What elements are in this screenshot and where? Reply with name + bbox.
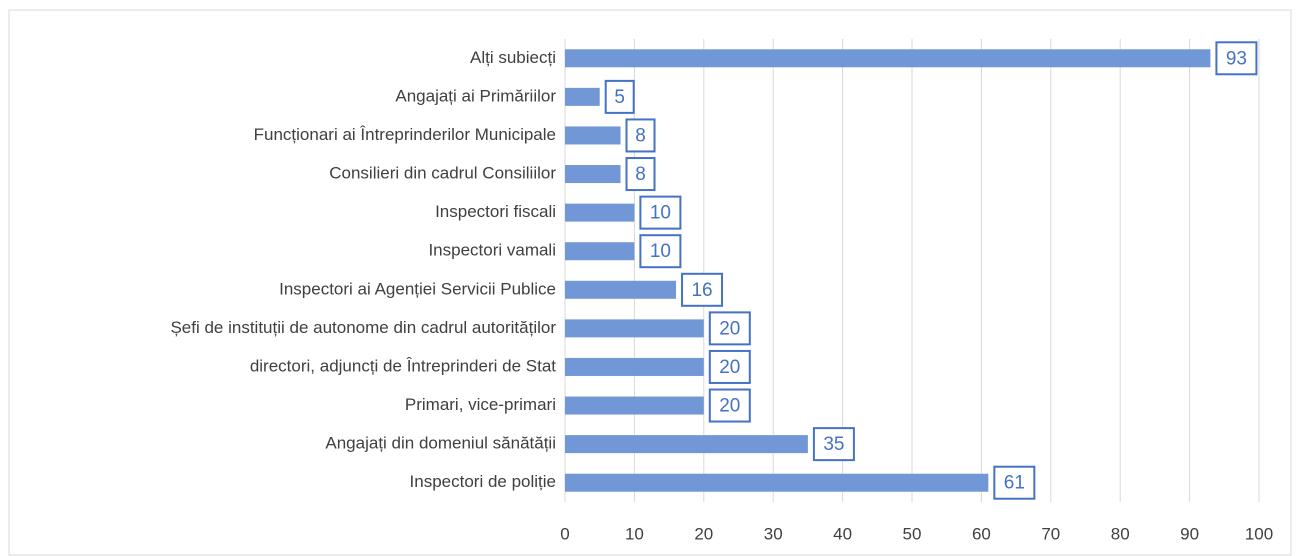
value-label: 10: [650, 241, 671, 262]
x-tick-label: 100: [1245, 524, 1273, 543]
y-tick-label: Alți subiecți: [470, 48, 556, 67]
bar: [565, 319, 704, 338]
value-label-box: [708, 388, 751, 423]
value-label-box: [681, 272, 724, 307]
value-label: 20: [719, 396, 740, 417]
y-tick-label: Angajați din domeniul sănătății: [325, 434, 556, 453]
value-label-box: [625, 118, 656, 153]
y-tick-label: Șefi de instituții de autonome din cadru…: [170, 318, 556, 337]
bar: [565, 87, 600, 106]
bar: [565, 435, 808, 454]
x-tick-label: 10: [625, 524, 644, 543]
y-tick-label: Primari, vice-primari: [405, 395, 556, 414]
y-tick-label: Inspectori ai Agenției Servicii Publice: [279, 279, 556, 298]
bar: [565, 242, 635, 261]
x-tick-label: 80: [1111, 524, 1130, 543]
value-label: 61: [1004, 473, 1025, 494]
y-tick-label: Angajați ai Primăriilor: [395, 86, 556, 105]
value-label-box: [625, 157, 656, 192]
value-label-box: [812, 427, 855, 462]
value-label-box: [639, 234, 682, 269]
value-label-box: [708, 311, 751, 346]
y-tick-label: Funcționari ai Întreprinderilor Municipa…: [254, 125, 556, 144]
bar: [565, 280, 677, 299]
value-label-box: [604, 79, 635, 114]
value-label: 10: [650, 203, 671, 224]
bar: [565, 126, 621, 145]
value-label-box: [1215, 41, 1258, 76]
value-label: 16: [691, 280, 712, 301]
value-label: 5: [614, 87, 625, 108]
value-label-box: [639, 195, 682, 230]
y-tick-label: Inspectori fiscali: [435, 202, 556, 221]
value-label: 35: [823, 434, 844, 455]
bar: [565, 473, 989, 492]
x-tick-label: 20: [694, 524, 713, 543]
x-tick-label: 0: [560, 524, 569, 543]
value-label: 93: [1226, 48, 1247, 69]
value-label: 20: [719, 318, 740, 339]
value-label-box: [708, 349, 751, 384]
bar: [565, 165, 621, 184]
y-tick-label: Inspectori vamali: [428, 241, 556, 260]
y-tick-label: Inspectori de poliție: [410, 472, 556, 491]
value-label-box: [993, 465, 1036, 500]
value-label: 20: [719, 357, 740, 378]
x-tick-label: 50: [903, 524, 922, 543]
bar: [565, 49, 1211, 68]
x-tick-label: 70: [1041, 524, 1060, 543]
y-tick-label: directori, adjuncți de Întreprinderi de …: [250, 356, 556, 375]
x-tick-label: 40: [833, 524, 852, 543]
x-tick-label: 60: [972, 524, 991, 543]
value-label: 8: [635, 164, 646, 185]
bar: [565, 203, 635, 222]
y-tick-label: Consilieri din cadrul Consiliilor: [329, 164, 556, 183]
x-tick-label: 30: [764, 524, 783, 543]
value-label: 8: [635, 125, 646, 146]
bar: [565, 396, 704, 415]
bar: [565, 357, 704, 376]
x-tick-label: 90: [1180, 524, 1199, 543]
